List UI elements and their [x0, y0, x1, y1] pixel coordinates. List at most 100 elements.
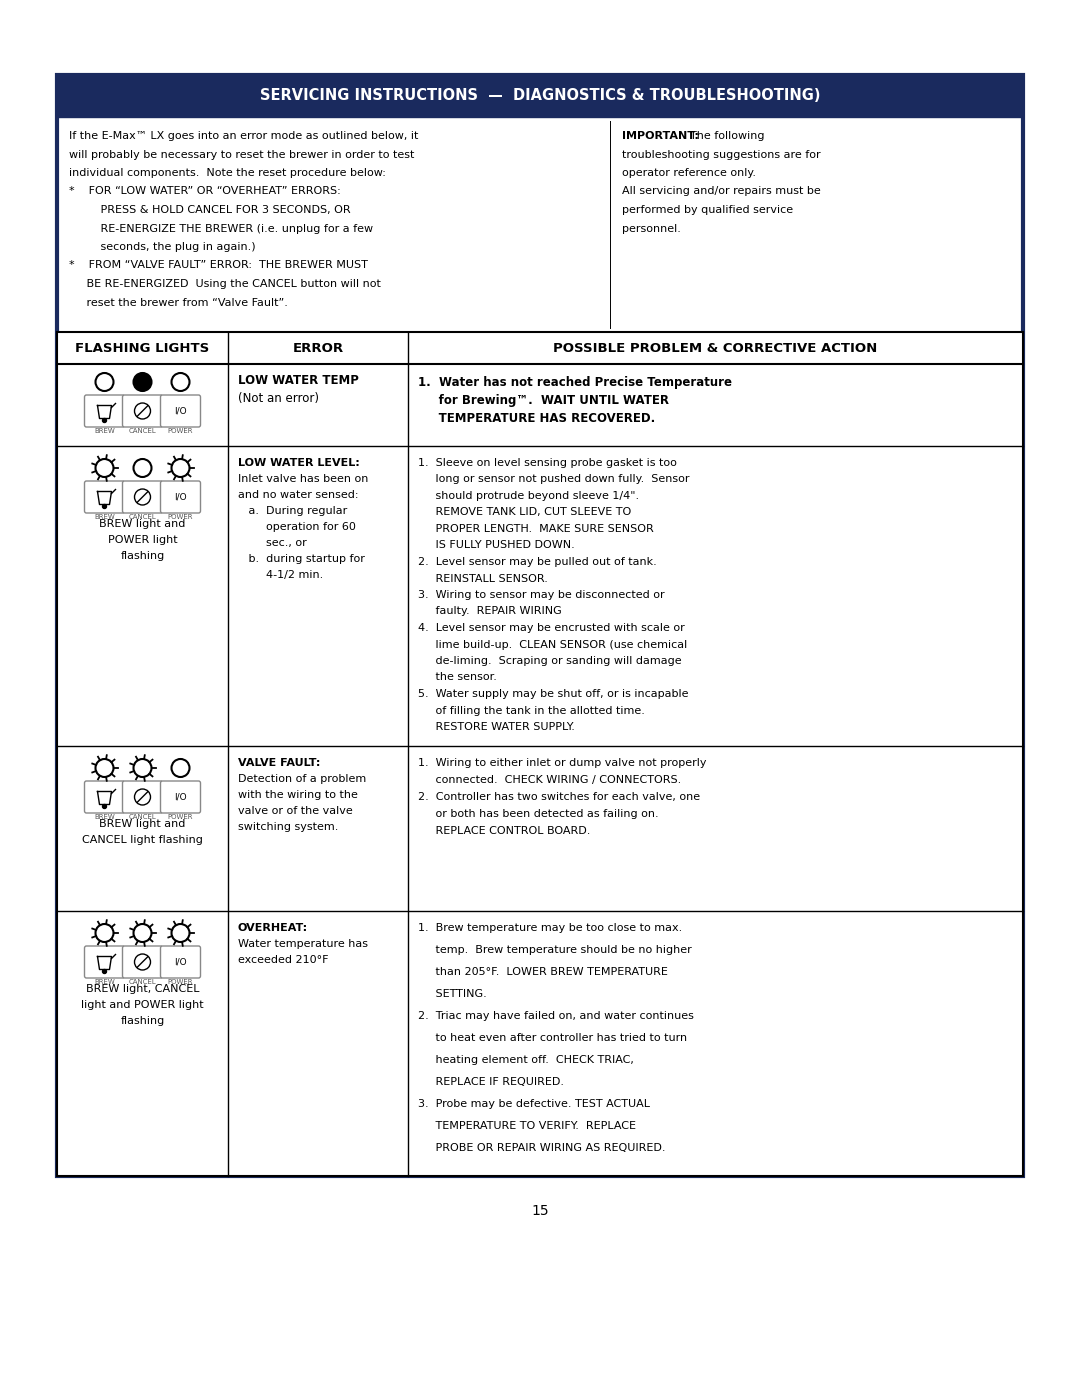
FancyBboxPatch shape [122, 395, 162, 427]
Text: 4-1/2 min.: 4-1/2 min. [238, 570, 323, 580]
FancyBboxPatch shape [161, 395, 201, 427]
Text: IMPORTANT:: IMPORTANT: [622, 131, 699, 141]
Text: CANCEL light flashing: CANCEL light flashing [82, 835, 203, 845]
Text: switching system.: switching system. [238, 821, 338, 833]
Text: LOW WATER LEVEL:: LOW WATER LEVEL: [238, 458, 360, 468]
Text: BREW: BREW [94, 514, 114, 520]
Text: 2.  Triac may have failed on, and water continues: 2. Triac may have failed on, and water c… [418, 1011, 693, 1021]
Text: BREW: BREW [94, 427, 114, 434]
Text: TEMPERATURE TO VERIFY.  REPLACE: TEMPERATURE TO VERIFY. REPLACE [418, 1120, 636, 1132]
Circle shape [95, 759, 113, 777]
Text: 2.  Level sensor may be pulled out of tank.: 2. Level sensor may be pulled out of tan… [418, 557, 657, 567]
FancyBboxPatch shape [161, 481, 201, 513]
Circle shape [103, 970, 107, 974]
Circle shape [95, 923, 113, 942]
Text: POWER: POWER [167, 427, 193, 434]
Text: flashing: flashing [120, 550, 164, 562]
Text: REPLACE IF REQUIRED.: REPLACE IF REQUIRED. [418, 1077, 564, 1087]
Text: reset the brewer from “Valve Fault”.: reset the brewer from “Valve Fault”. [69, 298, 288, 307]
Text: POWER: POWER [167, 979, 193, 985]
Text: ERROR: ERROR [293, 341, 343, 355]
Text: Detection of a problem: Detection of a problem [238, 774, 366, 784]
Text: valve or of the valve: valve or of the valve [238, 806, 353, 816]
Circle shape [95, 460, 113, 476]
Text: PROPER LENGTH.  MAKE SURE SENSOR: PROPER LENGTH. MAKE SURE SENSOR [418, 524, 653, 534]
Circle shape [103, 805, 107, 809]
Text: All servicing and/or repairs must be: All servicing and/or repairs must be [622, 187, 821, 197]
Bar [57, 332, 1023, 1176]
Text: temp.  Brew temperature should be no higher: temp. Brew temperature should be no high… [418, 944, 692, 956]
Text: POSSIBLE PROBLEM & CORRECTIVE ACTION: POSSIBLE PROBLEM & CORRECTIVE ACTION [553, 341, 878, 355]
Text: POWER light: POWER light [108, 535, 177, 545]
FancyBboxPatch shape [122, 946, 162, 978]
Text: REINSTALL SENSOR.: REINSTALL SENSOR. [418, 574, 548, 584]
FancyBboxPatch shape [122, 481, 162, 513]
Text: 3.  Wiring to sensor may be disconnected or: 3. Wiring to sensor may be disconnected … [418, 590, 664, 599]
Text: BE RE-ENERGIZED  Using the CANCEL button will not: BE RE-ENERGIZED Using the CANCEL button … [69, 279, 381, 289]
Bar [57, 75, 1023, 1176]
Text: BREW: BREW [94, 814, 114, 820]
Text: 15: 15 [531, 1204, 549, 1218]
FancyBboxPatch shape [84, 946, 124, 978]
Circle shape [103, 419, 107, 422]
Text: light and POWER light: light and POWER light [81, 1000, 204, 1010]
Text: 4.  Level sensor may be encrusted with scale or: 4. Level sensor may be encrusted with sc… [418, 623, 685, 633]
Text: connected.  CHECK WIRING / CONNECTORS.: connected. CHECK WIRING / CONNECTORS. [418, 775, 681, 785]
Text: personnel.: personnel. [622, 224, 680, 233]
Text: Inlet valve has been on: Inlet valve has been on [238, 474, 368, 483]
Text: SERVICING INSTRUCTIONS  —  DIAGNOSTICS & TROUBLESHOOTING): SERVICING INSTRUCTIONS — DIAGNOSTICS & T… [260, 88, 820, 103]
Circle shape [134, 923, 151, 942]
Text: will probably be necessary to reset the brewer in order to test: will probably be necessary to reset the … [69, 149, 415, 159]
Text: faulty.  REPAIR WIRING: faulty. REPAIR WIRING [418, 606, 562, 616]
Text: or both has been detected as failing on.: or both has been detected as failing on. [418, 809, 659, 819]
Text: seconds, the plug in again.): seconds, the plug in again.) [69, 242, 256, 251]
Text: than 205°F.  LOWER BREW TEMPERATURE: than 205°F. LOWER BREW TEMPERATURE [418, 967, 667, 977]
Text: VALVE FAULT:: VALVE FAULT: [238, 759, 321, 768]
Text: BREW light and: BREW light and [99, 819, 186, 828]
Circle shape [134, 759, 151, 777]
Text: 1.  Water has not reached Precise Temperature: 1. Water has not reached Precise Tempera… [418, 376, 732, 388]
Text: heating element off.  CHECK TRIAC,: heating element off. CHECK TRIAC, [418, 1055, 634, 1065]
FancyBboxPatch shape [122, 781, 162, 813]
Text: and no water sensed:: and no water sensed: [238, 490, 359, 500]
Text: troubleshooting suggestions are for: troubleshooting suggestions are for [622, 149, 821, 159]
Text: I/O: I/O [174, 407, 187, 415]
Circle shape [135, 402, 150, 419]
Circle shape [172, 923, 189, 942]
Text: 2.  Controller has two switches for each valve, one: 2. Controller has two switches for each … [418, 792, 700, 802]
Text: REMOVE TANK LID, CUT SLEEVE TO: REMOVE TANK LID, CUT SLEEVE TO [418, 507, 631, 517]
Text: long or sensor not pushed down fully.  Sensor: long or sensor not pushed down fully. Se… [418, 475, 689, 485]
Text: BREW light and: BREW light and [99, 520, 186, 529]
Text: REPLACE CONTROL BOARD.: REPLACE CONTROL BOARD. [418, 826, 591, 835]
Circle shape [135, 489, 150, 504]
Text: b.  during startup for: b. during startup for [238, 555, 365, 564]
Text: de-liming.  Scraping or sanding will damage: de-liming. Scraping or sanding will dama… [418, 657, 681, 666]
Text: (Not an error): (Not an error) [238, 393, 319, 405]
Bar [57, 75, 1023, 117]
Text: I/O: I/O [174, 493, 187, 502]
Text: for Brewing™.  WAIT UNTIL WATER: for Brewing™. WAIT UNTIL WATER [418, 394, 669, 407]
Text: a.  During regular: a. During regular [238, 506, 348, 515]
Text: flashing: flashing [120, 1016, 164, 1025]
Text: PRESS & HOLD CANCEL FOR 3 SECONDS, OR: PRESS & HOLD CANCEL FOR 3 SECONDS, OR [69, 205, 351, 215]
Text: OVERHEAT:: OVERHEAT: [238, 923, 308, 933]
Circle shape [172, 373, 189, 391]
Text: exceeded 210°F: exceeded 210°F [238, 956, 328, 965]
Text: to heat even after controller has tried to turn: to heat even after controller has tried … [418, 1032, 687, 1044]
Text: LOW WATER TEMP: LOW WATER TEMP [238, 374, 359, 387]
Text: I/O: I/O [174, 792, 187, 802]
Text: should protrude beyond sleeve 1/4".: should protrude beyond sleeve 1/4". [418, 490, 639, 502]
Text: *    FROM “VALVE FAULT” ERROR:  THE BREWER MUST: * FROM “VALVE FAULT” ERROR: THE BREWER M… [69, 260, 368, 271]
Circle shape [134, 460, 151, 476]
Text: the sensor.: the sensor. [418, 672, 497, 683]
Text: performed by qualified service: performed by qualified service [622, 205, 793, 215]
Text: operation for 60: operation for 60 [238, 522, 356, 532]
Text: FLASHING LIGHTS: FLASHING LIGHTS [76, 341, 210, 355]
Text: lime build-up.  CLEAN SENSOR (use chemical: lime build-up. CLEAN SENSOR (use chemica… [418, 640, 687, 650]
Text: CANCEL: CANCEL [129, 427, 157, 434]
Text: individual components.  Note the reset procedure below:: individual components. Note the reset pr… [69, 168, 386, 177]
Text: The following: The following [683, 131, 765, 141]
Text: *    FOR “LOW WATER” OR “OVERHEAT” ERRORS:: * FOR “LOW WATER” OR “OVERHEAT” ERRORS: [69, 187, 341, 197]
Circle shape [172, 759, 189, 777]
Circle shape [134, 373, 151, 391]
